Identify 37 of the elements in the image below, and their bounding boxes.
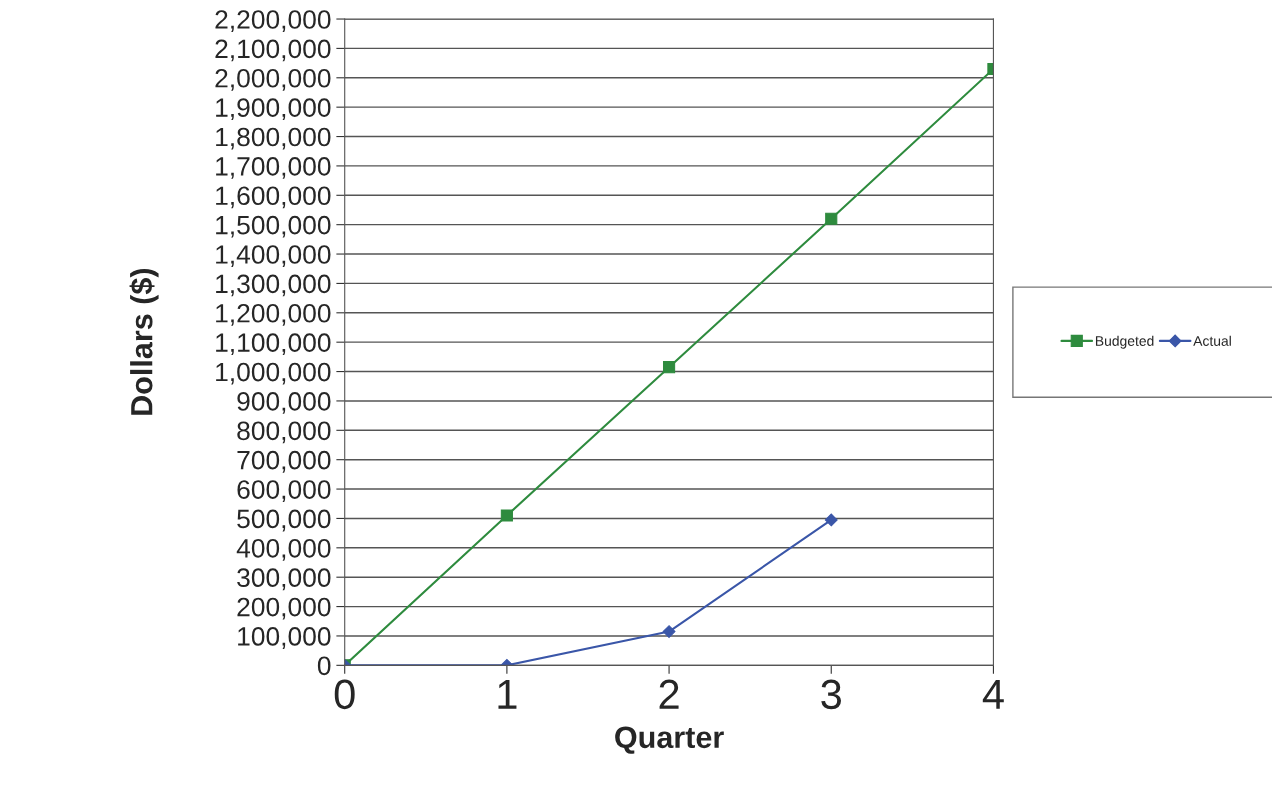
y-tick-label: 1,300,000: [216, 274, 331, 297]
y-tick-label: 1,800,000: [216, 127, 331, 150]
y-tick-label: 0: [317, 656, 331, 676]
y-tick-label: 400,000: [236, 538, 331, 561]
y-tick-label: 1,600,000: [216, 186, 331, 209]
y-tick-label: 600,000: [237, 480, 331, 502]
y-tick-label: 1,500,000: [216, 215, 331, 238]
y-tick-label: 500,000: [237, 509, 331, 532]
y-tick-label: 1,900,000: [216, 98, 331, 121]
point: [662, 625, 676, 638]
x-tick-label: 0: [334, 679, 355, 710]
point: [825, 212, 838, 225]
y-tick-label: 1,100,000: [216, 333, 331, 356]
point: [500, 509, 513, 522]
y-tick-label: 100,000: [238, 627, 331, 649]
x-tick-label: 4: [982, 680, 1004, 709]
y-tick-label: 1,000,000: [216, 362, 331, 385]
y-tick-label: 2,000,000: [215, 68, 331, 91]
y-tick-label: 2,100,000: [215, 39, 331, 62]
y-tick-label: 1,700,000: [216, 157, 331, 179]
y-tick-label: 800,000: [237, 421, 331, 444]
y-tick-label: 700,000: [237, 450, 331, 473]
y-tick-label: 1,200,000: [216, 303, 331, 326]
x-tick-label: 1: [498, 680, 517, 709]
y-tick-label: 200,000: [237, 597, 331, 620]
y-axis-title: Dollars ($): [129, 268, 159, 415]
x-tick-label: 3: [821, 679, 842, 710]
point: [663, 361, 676, 374]
y-tick-label: 1,400,000: [216, 245, 331, 267]
y-tick-label: 2,200,000: [215, 10, 331, 32]
legend-label: Actual: [1193, 335, 1231, 346]
x-axis-title: Quarter: [615, 726, 724, 754]
point: [824, 513, 838, 527]
legend-label: Budgeted: [1095, 335, 1154, 349]
y-tick-label: 900,000: [237, 392, 331, 414]
x-tick-label: 2: [659, 679, 679, 709]
y-tick-label: 300,000: [237, 568, 331, 591]
